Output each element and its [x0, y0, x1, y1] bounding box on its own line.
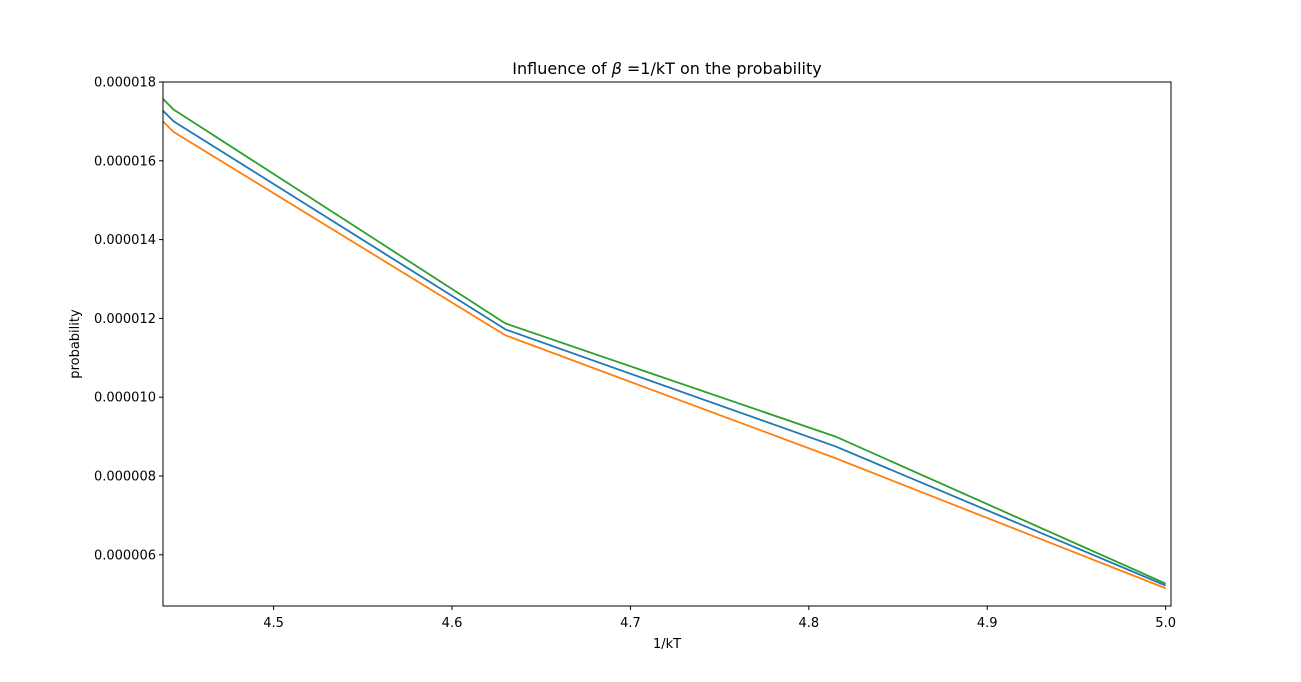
x-tick-label: 4.7 [620, 616, 641, 631]
x-tick-label: 4.8 [798, 616, 819, 631]
x-axis-title: 1/kT [653, 637, 681, 652]
y-axis: 0.000006 0.000008 0.000010 0.000012 0.000014… [94, 76, 163, 563]
series-line-3 [162, 98, 1167, 585]
y-tick-label: 0.000016 [94, 154, 156, 169]
series-layer [162, 98, 1167, 590]
chart-title: Influence of β =1/kT on the probability [512, 59, 821, 78]
y-axis-title: probability [68, 309, 83, 379]
chart-title-beta-symbol: β [611, 59, 622, 78]
series-line-2 [162, 120, 1166, 590]
y-tick-label: 0.000008 [94, 469, 156, 484]
y-tick-label: 0.000018 [94, 76, 156, 91]
x-axis: 4.5 4.6 4.7 4.8 4.9 5.0 [263, 606, 1176, 631]
y-tick-label: 0.000012 [94, 312, 156, 327]
x-tick-label: 4.9 [977, 616, 998, 631]
y-tick-label: 0.000010 [94, 391, 156, 406]
chart-title-prefix: Influence of [512, 59, 611, 78]
chart-title-suffix: =1/kT on the probability [622, 59, 822, 78]
x-tick-label: 5.0 [1155, 616, 1176, 631]
series-line-1 [162, 110, 1166, 587]
y-tick-label: 0.000006 [94, 548, 156, 563]
y-tick-label: 0.000014 [94, 233, 156, 248]
x-tick-label: 4.5 [263, 616, 284, 631]
x-tick-label: 4.6 [442, 616, 463, 631]
plot-frame [162, 81, 1172, 607]
